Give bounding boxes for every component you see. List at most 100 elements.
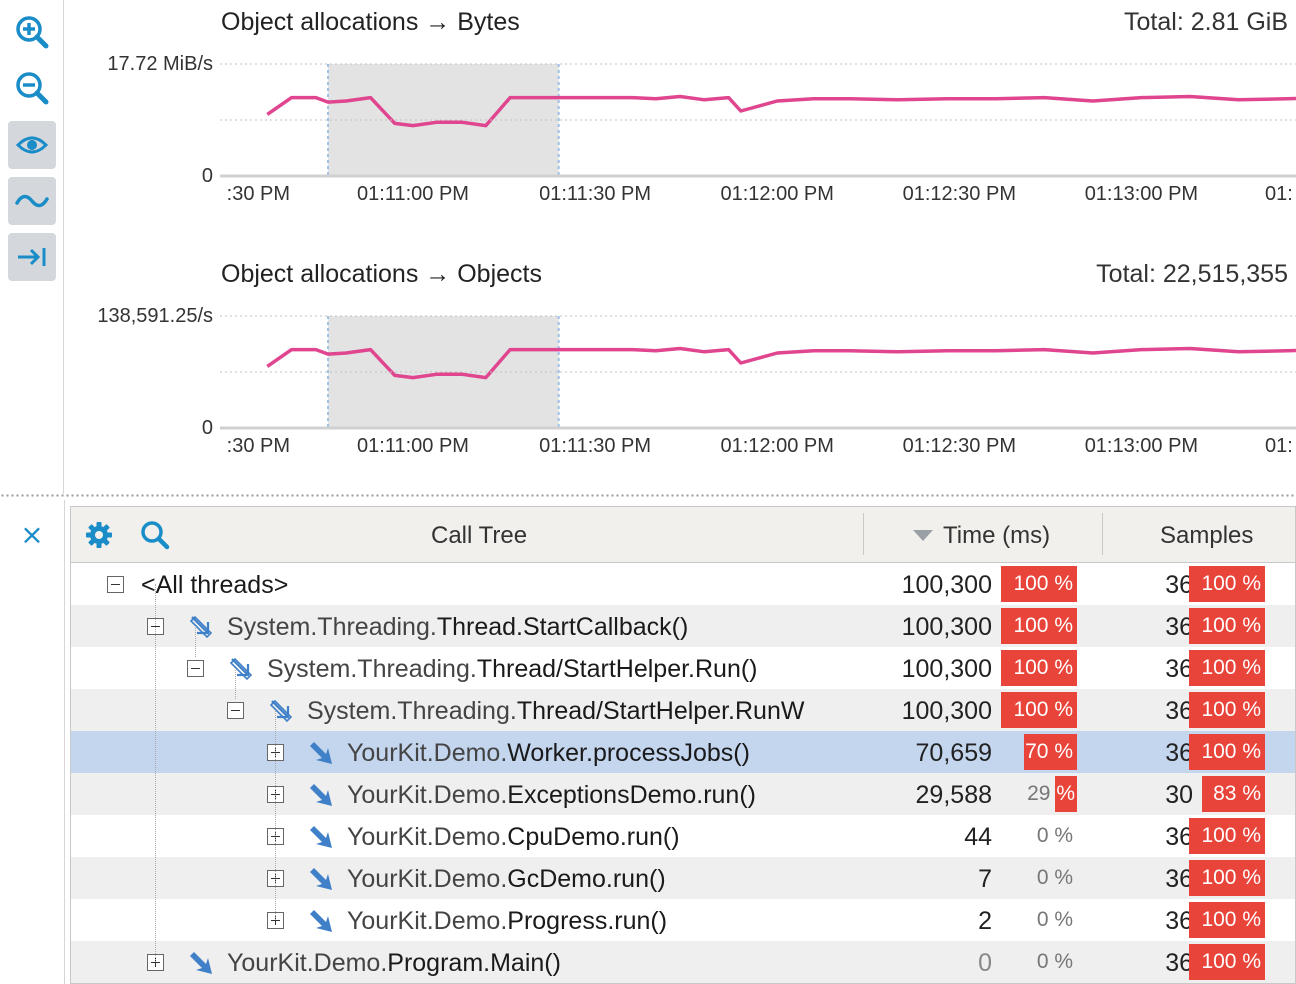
panel-splitter[interactable] [0,493,1296,498]
samples-percent-bar: 100 % [1189,692,1265,728]
time-value: 100,300 [901,571,992,599]
time-percent-bar: 100 % [1001,608,1077,644]
scroll-to-end-button[interactable] [8,233,56,281]
samples-value: 36 [1165,739,1193,767]
bytes-allocation-chart[interactable]: :30 PM 01:11:00 PM 01:11:30 PM 01:12:00 PM 0… [0,40,1296,220]
time-percent-bar: 100 % [1001,692,1077,728]
table-row[interactable]: YourKit.Demo.Program.Main() 0 0 % 36 100 % [71,941,1295,983]
method-package: System.Threading. [227,613,437,641]
collapse-toggle[interactable] [107,576,124,593]
method-name: System.Threading.Thread/StartHelper.RunW [307,689,866,731]
samples-percent-bar: 100 % [1189,818,1265,854]
method-name: System.Threading.Thread.StartCallback() [227,605,866,647]
x-tick-label: 01:13:00 PM [1085,435,1198,457]
x-tick-label: 01:12:30 PM [903,435,1016,457]
tree-guide-line [275,710,276,920]
column-separator[interactable] [863,513,864,555]
method-call-icon [187,949,215,977]
table-row[interactable]: System.Threading.Thread/StartHelper.Run(… [71,647,1295,689]
samples-value: 36 [1165,697,1193,725]
close-panel-button[interactable]: × [20,518,44,551]
method-package: YourKit.Demo. [347,739,508,767]
method-package: YourKit.Demo. [347,781,508,809]
table-row[interactable]: System.Threading.Thread.StartCallback() 1… [71,605,1295,647]
method-class-and-name: <All threads> [141,571,289,599]
show-values-button[interactable] [8,121,56,169]
samples-percent-bar: 100 % [1189,566,1265,602]
collapse-toggle[interactable] [187,660,204,677]
samples-percent-bar: 100 % [1189,944,1265,980]
selection-range[interactable] [328,64,559,176]
method-class-and-name: ExceptionsDemo.run() [507,781,756,809]
search-icon[interactable] [139,519,171,551]
table-row[interactable]: <All threads> 100,300 100 % 36 100 % [71,563,1295,605]
column-header-time[interactable]: Time (ms) [943,522,1051,549]
series-line [266,346,1296,380]
x-tick-label: 01:13:00 PM [1085,183,1198,205]
chart-total-bytes: Total: 2.81 GiB [1124,8,1288,36]
series-line [266,94,1296,128]
time-value: 44 [964,823,992,851]
selection-range[interactable] [328,316,559,428]
time-percent-bar: 100 % [1001,650,1077,686]
column-header-samples[interactable]: Samples [1160,522,1254,549]
time-percent-bar: 0 % [1036,866,1073,889]
time-value: 70,659 [915,739,992,767]
x-tick-label: :30 PM [227,435,290,457]
zoom-out-button[interactable] [8,64,56,112]
eye-icon [15,136,49,154]
samples-value: 36 [1165,655,1193,683]
method-package: YourKit.Demo. [347,907,508,935]
table-row[interactable]: YourKit.Demo.GcDemo.run() 7 0 % 36 100 % [71,857,1295,899]
y-axis-max-label: 17.72 MiB/s [107,53,213,75]
method-name: YourKit.Demo.CpuDemo.run() [347,815,866,857]
objects-allocation-chart[interactable]: :30 PM 01:11:00 PM 01:11:30 PM 01:12:00 PM 0… [0,292,1296,472]
method-callback-icon [267,697,295,725]
zoom-in-button[interactable] [8,8,56,56]
tree-guide-line [235,668,236,699]
method-name: <All threads> [141,563,866,605]
y-axis-min-label: 0 [202,417,213,439]
time-percent-bar: 0 % [1036,824,1073,847]
time-value: 2 [978,907,992,935]
samples-value: 36 [1165,823,1193,851]
time-percent-bar: 70 % [1001,734,1077,770]
method-name: YourKit.Demo.ExceptionsDemo.run() [347,773,866,815]
chart-toolbar [0,0,64,494]
method-callback-icon [227,655,255,683]
smooth-button[interactable] [8,177,56,225]
column-separator[interactable] [1102,513,1103,555]
time-value: 0 [978,949,992,977]
x-tick-label: 01:12:30 PM [903,183,1016,205]
gear-icon[interactable] [83,519,115,551]
x-tick-label: 01: [1265,183,1293,205]
method-call-icon [307,907,335,935]
table-row[interactable]: YourKit.Demo.ExceptionsDemo.run() 29,588 2… [71,773,1295,815]
time-value: 100,300 [901,655,992,683]
zoom-out-icon [16,72,49,105]
time-percent-bar: 100 % [1001,566,1077,602]
x-tick-label: 01:11:30 PM [539,435,651,457]
method-name: YourKit.Demo.Worker.processJobs() [347,731,866,773]
sort-descending-icon [913,530,933,541]
method-class-and-name: CpuDemo.run() [507,823,680,851]
time-value: 29,588 [915,781,992,809]
column-header-call-tree[interactable]: Call Tree [431,522,528,549]
table-row[interactable]: YourKit.Demo.Progress.run() 2 0 % 36 100 % [71,899,1295,941]
time-percent-bar: 0 % [1036,908,1073,931]
method-class-and-name: Worker.processJobs() [507,739,750,767]
method-name: YourKit.Demo.GcDemo.run() [347,857,866,899]
y-axis-min-label: 0 [202,165,213,187]
method-package: YourKit.Demo. [227,949,388,977]
chart-title-objects: Object allocations → Objects [221,260,542,288]
table-row[interactable]: YourKit.Demo.CpuDemo.run() 44 0 % 36 100 % [71,815,1295,857]
table-row[interactable]: System.Threading.Thread/StartHelper.RunW… [71,689,1295,731]
table-row[interactable]: YourKit.Demo.Worker.processJobs() 70,659 7… [71,731,1295,773]
collapse-toggle[interactable] [227,702,244,719]
method-class-and-name: GcDemo.run() [507,865,666,893]
method-call-icon [307,781,335,809]
method-name: YourKit.Demo.Program.Main() [227,941,866,983]
call-tree-table: Call Tree Time (ms) Samples <All threads… [70,506,1296,984]
time-value: 100,300 [901,697,992,725]
method-class-and-name: Program.Main() [387,949,561,977]
